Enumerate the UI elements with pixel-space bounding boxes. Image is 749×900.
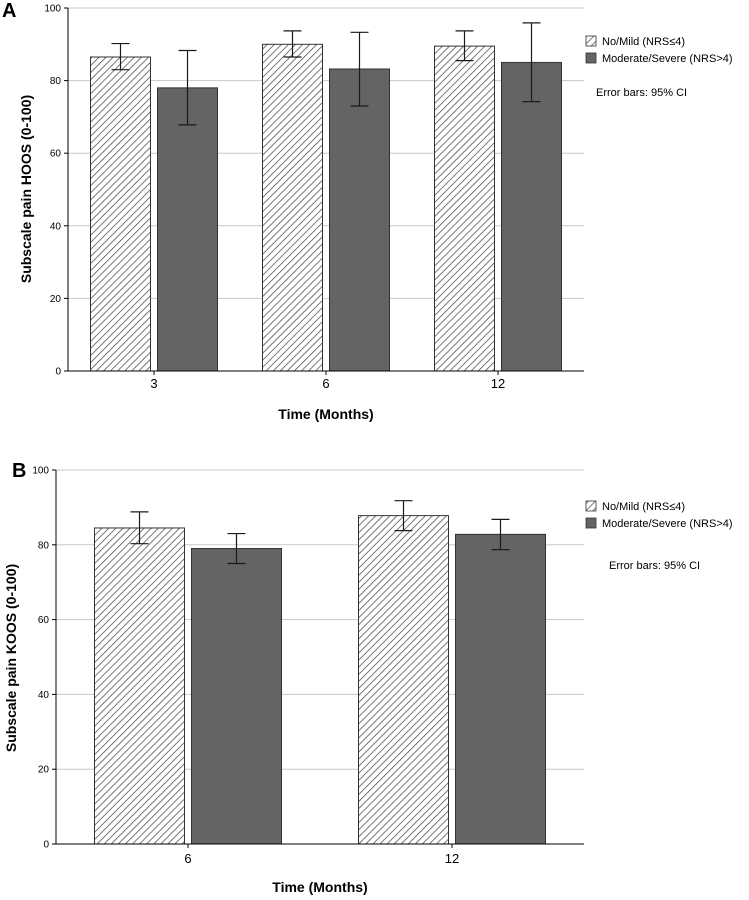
panel-a-letter: A <box>2 0 16 22</box>
error-bar-moderate-severe-12 <box>522 22 541 103</box>
panel-a-legend: No/Mild (NRS≤4) Moderate/Severe (NRS>4) <box>585 35 733 65</box>
y-tick-label: 0 <box>43 840 49 851</box>
error-bar-no-mild-6 <box>283 30 302 58</box>
bar-moderate-severe-12 <box>455 533 546 845</box>
bar-no-mild-6 <box>262 43 323 372</box>
bar-moderate-severe-6 <box>191 548 282 845</box>
error-bar-no-mild-3 <box>111 42 130 71</box>
panel-a-bars <box>90 43 562 372</box>
error-bar-no-mild-12 <box>455 30 474 62</box>
y-tick-label: 60 <box>50 149 62 160</box>
error-bar-moderate-severe-6 <box>350 31 369 107</box>
panel-b-x-ticks: 6 12 <box>184 844 459 866</box>
panel-a-gridlines <box>68 7 584 299</box>
y-tick-label: 60 <box>38 615 50 626</box>
panel-a-error-bars-note: Error bars: 95% CI <box>596 87 687 99</box>
y-tick-label: 20 <box>50 294 62 305</box>
error-bar-no-mild-6 <box>130 511 149 545</box>
panel-a-legend-swatch-moderate-severe <box>585 52 597 64</box>
error-bar-moderate-severe-3 <box>178 49 197 126</box>
x-tick-label: 6 <box>322 376 329 391</box>
x-tick-label: 12 <box>491 376 505 391</box>
panel-a-legend-label-no-mild: No/Mild (NRS≤4) <box>602 36 685 48</box>
bar-moderate-severe-6 <box>329 68 390 372</box>
y-tick-label: 100 <box>32 466 49 477</box>
panel-b-legend-label-no-mild: No/Mild (NRS≤4) <box>602 501 685 513</box>
panel-a-x-axis-title: Time (Months) <box>278 406 373 422</box>
panel-b-error-bars-note: Error bars: 95% CI <box>609 560 700 572</box>
panel-a-x-ticks: 3 6 12 <box>150 371 505 391</box>
x-tick-label: 12 <box>445 851 459 866</box>
panel-b-error-bars <box>130 500 510 565</box>
y-tick-label: 100 <box>44 4 61 15</box>
panel-a-legend-swatch-no-mild <box>585 35 597 47</box>
y-tick-label: 0 <box>55 367 61 378</box>
panel-b-legend-swatch-no-mild <box>585 500 597 512</box>
panel-a-y-ticks: 0 20 40 60 80 100 <box>44 4 68 378</box>
x-tick-label: 3 <box>150 376 157 391</box>
panel-b: B 0 20 40 60 80 100 6 12 Subscale pain KOOS (0… <box>3 460 733 895</box>
bar-no-mild-12 <box>434 45 495 372</box>
bar-moderate-severe-3 <box>157 87 218 372</box>
panel-a-legend-label-moderate-severe: Moderate/Severe (NRS>4) <box>602 53 733 65</box>
panel-b-y-ticks: 0 20 40 60 80 100 <box>32 466 56 851</box>
panel-b-x-axis-title: Time (Months) <box>272 879 367 895</box>
y-tick-label: 80 <box>38 540 50 551</box>
y-tick-label: 80 <box>50 76 62 87</box>
panel-b-legend-swatch-moderate-severe <box>585 517 597 529</box>
panel-b-legend: No/Mild (NRS≤4) Moderate/Severe (NRS>4) <box>585 500 733 530</box>
panel-a-y-axis-title: Subscale pain HOOS (0-100) <box>18 95 34 283</box>
bar-no-mild-6 <box>94 527 185 845</box>
error-bar-moderate-severe-6 <box>227 532 246 565</box>
panel-b-bars <box>94 515 546 845</box>
y-tick-label: 40 <box>38 690 50 701</box>
error-bar-moderate-severe-12 <box>491 518 510 551</box>
bar-moderate-severe-12 <box>501 61 562 372</box>
panel-a: A 0 20 40 60 80 100 3 6 12 Subscale pain HOOS (… <box>2 0 733 422</box>
x-tick-label: 6 <box>184 851 191 866</box>
bar-no-mild-12 <box>358 515 449 845</box>
panel-a-error-bars <box>111 22 541 126</box>
panel-b-letter: B <box>12 460 26 482</box>
error-bar-no-mild-12 <box>394 500 413 532</box>
bar-no-mild-3 <box>90 56 151 372</box>
y-tick-label: 20 <box>38 765 50 776</box>
panel-b-legend-label-moderate-severe: Moderate/Severe (NRS>4) <box>602 518 733 530</box>
panel-b-axes <box>55 470 584 845</box>
y-tick-label: 40 <box>50 221 62 232</box>
panel-b-y-axis-title: Subscale pain KOOS (0-100) <box>3 564 19 752</box>
